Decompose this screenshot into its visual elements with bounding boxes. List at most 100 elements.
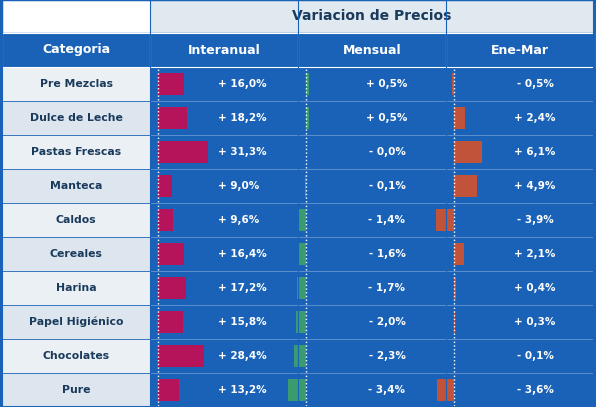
Bar <box>446 135 594 169</box>
Bar <box>436 210 454 230</box>
Bar <box>446 67 594 101</box>
Text: - 3,9%: - 3,9% <box>517 215 553 225</box>
Text: - 0,1%: - 0,1% <box>517 351 554 361</box>
Text: Ene-Mar: Ene-Mar <box>491 44 549 57</box>
Bar <box>298 237 446 271</box>
Text: Chocolates: Chocolates <box>42 351 110 361</box>
Bar <box>454 278 456 299</box>
Bar <box>454 142 482 162</box>
Bar <box>2 0 150 33</box>
Text: Caldos: Caldos <box>55 215 97 225</box>
Bar <box>299 210 306 230</box>
Bar <box>2 33 150 67</box>
Text: + 2,4%: + 2,4% <box>514 113 555 123</box>
Bar <box>298 305 446 339</box>
Bar <box>150 203 298 237</box>
Bar <box>2 101 150 135</box>
Bar <box>150 169 298 203</box>
Bar <box>2 203 150 237</box>
Bar <box>298 67 446 101</box>
Bar <box>288 379 306 400</box>
Text: Dulce de Leche: Dulce de Leche <box>30 113 122 123</box>
Text: - 0,5%: - 0,5% <box>517 79 554 89</box>
Bar <box>454 175 477 197</box>
Bar <box>298 169 446 203</box>
Bar <box>158 175 172 197</box>
Bar <box>158 142 208 162</box>
Text: + 16,0%: + 16,0% <box>218 79 267 89</box>
Bar <box>158 379 179 400</box>
Bar <box>437 379 454 400</box>
Text: Pre Mezclas: Pre Mezclas <box>39 79 113 89</box>
Text: + 9,0%: + 9,0% <box>218 181 259 191</box>
Bar <box>150 101 298 135</box>
Bar <box>158 107 187 129</box>
Bar <box>298 135 446 169</box>
Bar <box>2 169 150 203</box>
Bar <box>150 339 298 373</box>
Bar <box>294 346 306 367</box>
Bar <box>298 373 446 407</box>
Bar <box>298 101 446 135</box>
Bar <box>150 305 298 339</box>
Text: + 6,1%: + 6,1% <box>514 147 555 157</box>
Bar <box>2 305 150 339</box>
Text: - 1,4%: - 1,4% <box>368 215 405 225</box>
Bar <box>298 203 446 237</box>
Bar <box>306 73 309 94</box>
Text: - 0,1%: - 0,1% <box>368 181 405 191</box>
Text: Manteca: Manteca <box>50 181 102 191</box>
Bar <box>150 0 594 33</box>
Bar <box>150 33 298 67</box>
Bar <box>446 101 594 135</box>
Bar <box>454 107 465 129</box>
Text: - 0,0%: - 0,0% <box>368 147 405 157</box>
Bar <box>446 203 594 237</box>
Text: - 1,6%: - 1,6% <box>368 249 405 259</box>
Text: + 15,8%: + 15,8% <box>218 317 267 327</box>
Bar <box>2 373 150 407</box>
Text: Variacion de Precios: Variacion de Precios <box>292 9 452 24</box>
Text: + 17,2%: + 17,2% <box>218 283 267 293</box>
Text: + 2,1%: + 2,1% <box>514 249 555 259</box>
Text: + 28,4%: + 28,4% <box>218 351 267 361</box>
Text: Mensual: Mensual <box>343 44 401 57</box>
Text: Pastas Frescas: Pastas Frescas <box>31 147 121 157</box>
Bar <box>446 373 594 407</box>
Text: - 2,0%: - 2,0% <box>368 317 405 327</box>
Bar <box>150 373 298 407</box>
Bar <box>446 237 594 271</box>
Text: Pure: Pure <box>62 385 90 395</box>
Bar <box>446 33 594 67</box>
Bar <box>306 107 309 129</box>
Text: - 3,6%: - 3,6% <box>517 385 554 395</box>
Text: + 13,2%: + 13,2% <box>218 385 267 395</box>
Bar <box>297 278 306 299</box>
Text: + 4,9%: + 4,9% <box>514 181 555 191</box>
Text: - 2,3%: - 2,3% <box>368 351 405 361</box>
Text: + 18,2%: + 18,2% <box>218 113 267 123</box>
Bar <box>2 271 150 305</box>
Text: + 31,3%: + 31,3% <box>218 147 267 157</box>
Bar <box>446 305 594 339</box>
Bar <box>2 0 594 33</box>
Bar <box>298 243 306 265</box>
Text: - 1,7%: - 1,7% <box>368 283 405 293</box>
Text: Interanual: Interanual <box>188 44 260 57</box>
Bar <box>2 67 150 101</box>
Bar <box>2 237 150 271</box>
Bar <box>454 311 455 333</box>
Text: - 3,4%: - 3,4% <box>368 385 405 395</box>
Text: Harina: Harina <box>55 283 97 293</box>
Bar <box>446 169 594 203</box>
Text: + 0,3%: + 0,3% <box>514 317 555 327</box>
Text: Categoria: Categoria <box>42 44 110 57</box>
Bar <box>150 271 298 305</box>
Bar <box>150 135 298 169</box>
Bar <box>158 210 173 230</box>
Text: + 0,4%: + 0,4% <box>514 283 555 293</box>
Text: + 16,4%: + 16,4% <box>218 249 267 259</box>
Bar <box>446 271 594 305</box>
Text: Papel Higiénico: Papel Higiénico <box>29 317 123 327</box>
Bar <box>446 339 594 373</box>
